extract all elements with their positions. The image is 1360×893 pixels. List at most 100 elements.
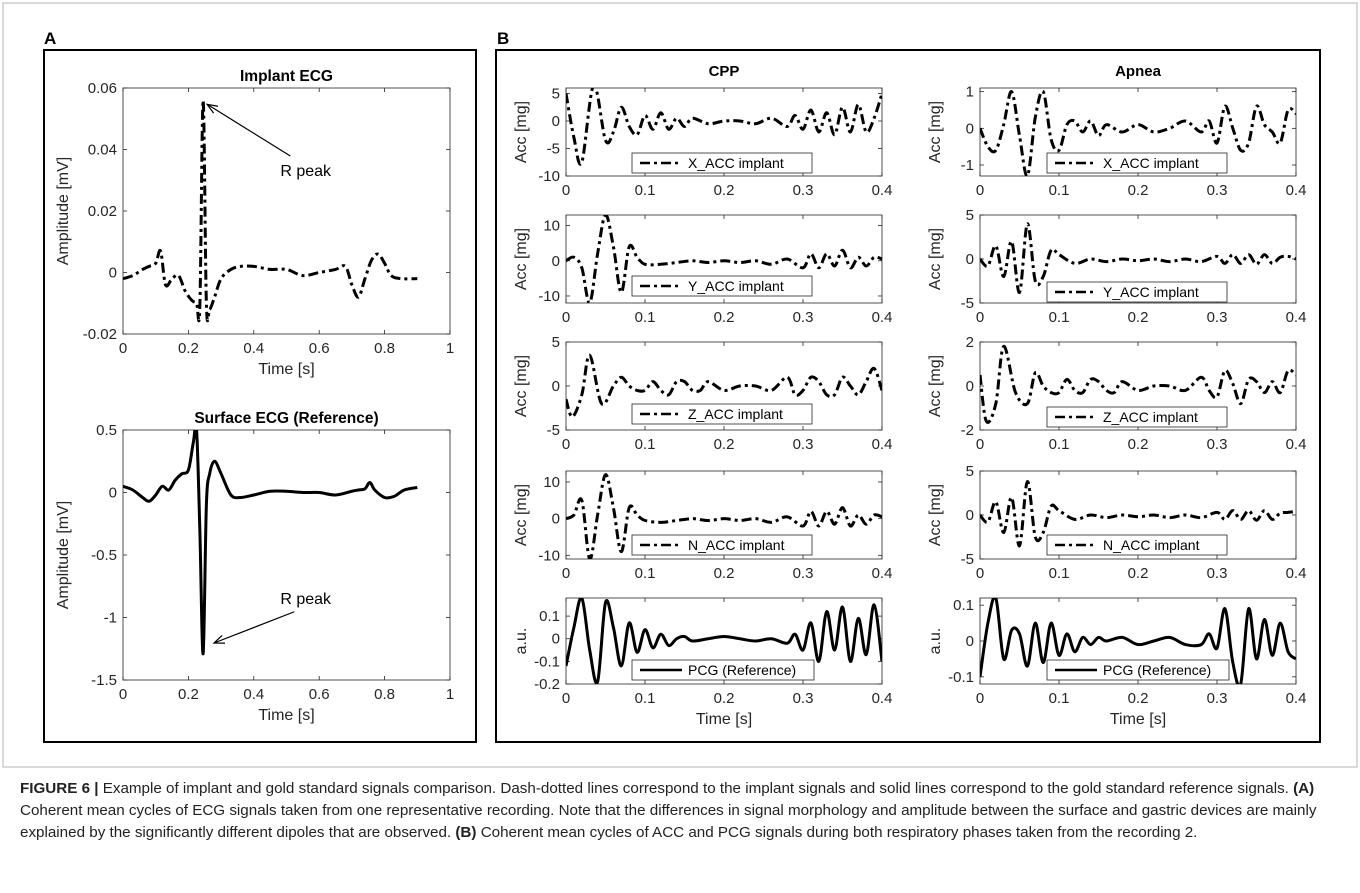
data-point (122, 486, 123, 487)
y-tick-label: -5 (547, 422, 560, 439)
data-point (581, 500, 582, 501)
data-point (995, 501, 996, 502)
data-point (1058, 510, 1059, 511)
series-line (566, 88, 882, 166)
y-tick-label: -0.1 (534, 653, 560, 670)
data-point (979, 258, 980, 259)
data-point (995, 245, 996, 246)
data-point (1209, 633, 1210, 634)
x-tick-label: 0.2 (1128, 436, 1149, 453)
data-point (866, 131, 867, 132)
data-point (1153, 514, 1154, 515)
data-point (132, 489, 133, 490)
data-point (1027, 665, 1028, 666)
y-tick-label: 5 (552, 334, 560, 351)
data-point (1216, 256, 1217, 257)
data-point (1264, 510, 1265, 511)
data-point (1003, 532, 1004, 533)
data-point (795, 115, 796, 116)
data-point (1106, 124, 1107, 125)
data-point (1019, 135, 1020, 136)
data-point (668, 129, 669, 130)
x-tick-label: 0.4 (872, 690, 893, 707)
data-point (1035, 622, 1036, 623)
data-point (842, 250, 843, 251)
data-point (1201, 377, 1202, 378)
data-point (1090, 258, 1091, 259)
data-point (1224, 519, 1225, 520)
y-tick-label: 0.02 (88, 203, 117, 220)
data-point (1280, 257, 1281, 258)
x-axis-label: Time [s] (258, 707, 314, 724)
data-point (1043, 662, 1044, 663)
legend-box (1046, 281, 1228, 303)
data-point (881, 516, 882, 517)
data-point (1137, 390, 1138, 391)
data-point (1027, 403, 1028, 404)
data-point (818, 525, 819, 526)
data-point (1209, 390, 1210, 391)
data-point (826, 394, 827, 395)
panel-b-label: B (497, 29, 509, 48)
data-point (1185, 644, 1186, 645)
data-point (1003, 276, 1004, 277)
data-point (400, 278, 401, 279)
data-point (1074, 120, 1075, 121)
data-point (1201, 517, 1202, 518)
x-tick-label: 0.6 (309, 340, 330, 357)
data-point (1019, 545, 1020, 546)
panel-a-label: A (44, 29, 56, 48)
data-point (787, 258, 788, 259)
data-point (155, 263, 156, 264)
data-point (1272, 519, 1273, 520)
data-point (605, 214, 606, 215)
y-axis-label: Acc [mg] (927, 228, 944, 290)
y-tick-label: -5 (961, 551, 974, 568)
data-point (1137, 124, 1138, 125)
data-point (565, 399, 566, 400)
series-line (980, 598, 1296, 684)
data-point (391, 275, 392, 276)
chart-cpp-x: 0 0.1 0.2 0.3 0.4 -10 -5 0 5 Acc [mg] X_ACC implan… (513, 86, 892, 200)
data-point (987, 622, 988, 623)
data-point (132, 275, 133, 276)
x-tick-label: 0.2 (714, 565, 735, 582)
data-point (637, 390, 638, 391)
data-point (572, 416, 573, 417)
data-point (364, 278, 365, 279)
data-point (181, 473, 182, 474)
data-point (826, 511, 827, 512)
data-point (637, 134, 638, 135)
data-point (1248, 379, 1249, 380)
data-point (253, 266, 254, 267)
data-point (652, 647, 653, 648)
y-tick-label: 0.1 (539, 608, 560, 625)
data-point (850, 661, 851, 662)
data-point (826, 253, 827, 254)
data-point (369, 482, 370, 483)
data-point (613, 627, 614, 628)
series-line (980, 480, 1296, 548)
data-point (1003, 124, 1004, 125)
data-point (802, 525, 803, 526)
legend-box (1046, 152, 1228, 174)
y-tick-label: 0 (966, 507, 974, 524)
legend-box (631, 275, 813, 297)
legend-label: Y_ACC implant (1103, 284, 1199, 300)
data-point (1153, 131, 1154, 132)
data-point (1256, 106, 1257, 107)
series-line (980, 344, 1296, 424)
legend-label: Y_ACC implant (688, 278, 784, 294)
data-point (199, 306, 200, 307)
y-tick-label: -1 (961, 157, 974, 174)
data-point (581, 267, 582, 268)
data-point (613, 385, 614, 386)
data-point (1043, 276, 1044, 277)
data-point (1051, 139, 1052, 140)
data-point (185, 290, 186, 291)
data-point (881, 390, 882, 391)
data-point (1137, 260, 1138, 261)
x-tick-label: 0.1 (1049, 309, 1070, 326)
data-point (987, 265, 988, 266)
